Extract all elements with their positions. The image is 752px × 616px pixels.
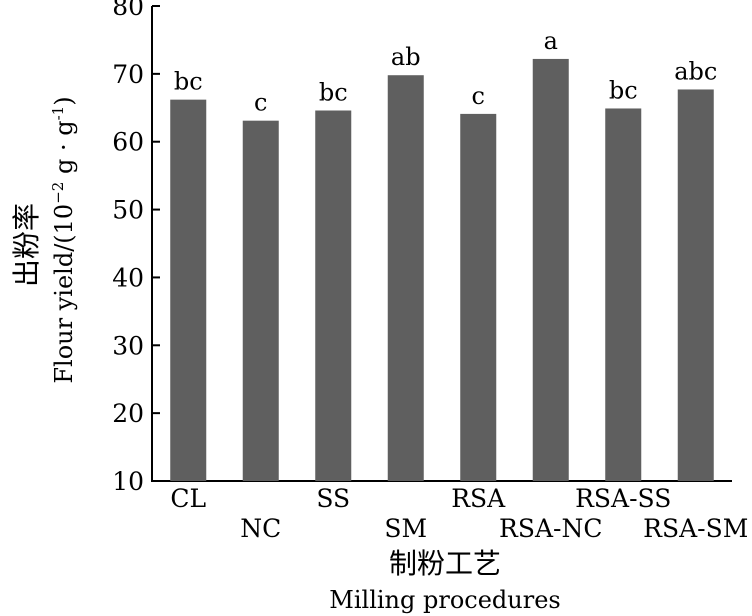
bar-nc: [242, 120, 279, 481]
x-tick-label: CL: [170, 484, 206, 513]
significance-label: c: [254, 89, 267, 117]
y-tick-label: 30: [112, 331, 144, 360]
y-tick-label: 70: [112, 60, 144, 89]
y-tick-label: 80: [112, 0, 144, 21]
y-axis-title-zh: 出粉率: [10, 203, 43, 287]
x-axis-title-zh: 制粉工艺: [389, 547, 501, 580]
bar-rsa-sm: [677, 89, 714, 481]
y-tick-label: 40: [112, 263, 144, 292]
significance-label: c: [472, 82, 485, 110]
x-tick-label: RSA: [451, 484, 506, 513]
x-tick-label: SS: [316, 484, 350, 513]
significance-label: bc: [609, 76, 638, 104]
significance-label: bc: [174, 68, 203, 96]
y-axis-title-exp2: -1: [49, 106, 67, 121]
x-tick-label: RSA-SS: [575, 484, 671, 513]
y-tick-label: 10: [112, 467, 144, 496]
significance-label: abc: [674, 57, 717, 85]
y-axis: 10 20 30 40 50 60 70 80: [112, 0, 160, 496]
bar-rsa-nc: [532, 58, 569, 482]
y-axis-title-mid: g · g: [50, 120, 78, 181]
bar-rsa: [460, 113, 497, 482]
x-tick-label: NC: [240, 514, 281, 543]
y-axis-title-main: Flour yield/(10: [50, 204, 78, 384]
significance-label: bc: [319, 79, 348, 107]
bar-cl: [170, 99, 207, 482]
x-axis-title-en: Milling procedures: [329, 586, 560, 614]
y-tick-label: 60: [112, 128, 144, 157]
y-axis-title-end: ): [50, 96, 78, 105]
y-axis-title-en-group: Flour yield/(10−2 g · g-1): [49, 96, 78, 383]
bar-rsa-ss: [605, 108, 642, 481]
y-axis-title: 出粉率: [10, 203, 43, 287]
y-tick-label: 20: [112, 399, 144, 428]
y-tick-label: 50: [112, 196, 144, 225]
x-tick-label: RSA-SM: [643, 514, 748, 543]
x-tick-label: RSA-NC: [499, 514, 602, 543]
significance-label: ab: [391, 43, 421, 71]
significance-label: a: [544, 27, 558, 55]
y-axis-title-en: Flour yield/(10−2 g · g-1): [49, 96, 78, 383]
y-axis-title-exp: −2: [49, 182, 67, 204]
y-ticks: 10 20 30 40 50 60 70 80: [112, 0, 160, 496]
bars: [170, 58, 714, 482]
x-tick-label: SM: [384, 514, 427, 543]
bar-ss: [315, 110, 352, 481]
bar-sm: [387, 75, 424, 481]
